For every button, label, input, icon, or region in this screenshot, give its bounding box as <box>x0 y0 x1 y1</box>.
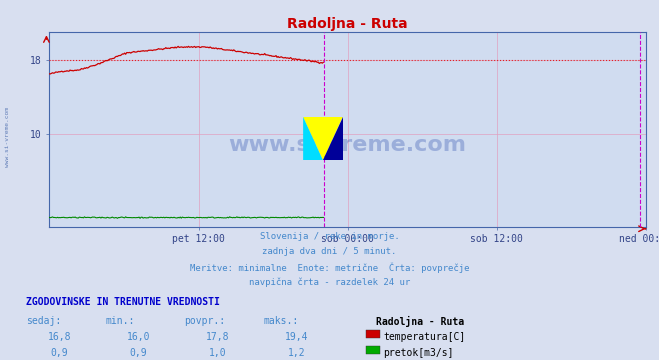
Text: www.si-vreme.com: www.si-vreme.com <box>5 107 11 167</box>
Text: temperatura[C]: temperatura[C] <box>384 332 466 342</box>
Text: maks.:: maks.: <box>264 316 299 326</box>
Text: 19,4: 19,4 <box>285 332 308 342</box>
Text: 17,8: 17,8 <box>206 332 229 342</box>
Text: www.si-vreme.com: www.si-vreme.com <box>229 135 467 155</box>
Text: povpr.:: povpr.: <box>185 316 225 326</box>
Polygon shape <box>323 117 343 160</box>
Text: 0,9: 0,9 <box>130 348 147 358</box>
Text: pretok[m3/s]: pretok[m3/s] <box>384 348 454 358</box>
Title: Radoljna - Ruta: Radoljna - Ruta <box>287 17 408 31</box>
Polygon shape <box>303 117 343 160</box>
Text: sedaj:: sedaj: <box>26 316 61 326</box>
Text: 1,0: 1,0 <box>209 348 226 358</box>
Text: 16,8: 16,8 <box>47 332 71 342</box>
Text: 16,0: 16,0 <box>127 332 150 342</box>
Text: zadnja dva dni / 5 minut.: zadnja dva dni / 5 minut. <box>262 247 397 256</box>
Text: 1,2: 1,2 <box>288 348 305 358</box>
Text: min.:: min.: <box>105 316 135 326</box>
Text: ZGODOVINSKE IN TRENUTNE VREDNOSTI: ZGODOVINSKE IN TRENUTNE VREDNOSTI <box>26 297 220 307</box>
Text: Meritve: minimalne  Enote: metrične  Črta: povprečje: Meritve: minimalne Enote: metrične Črta:… <box>190 262 469 273</box>
Text: 0,9: 0,9 <box>51 348 68 358</box>
Text: navpična črta - razdelek 24 ur: navpična črta - razdelek 24 ur <box>249 278 410 287</box>
Polygon shape <box>303 117 323 160</box>
Text: Slovenija / reke in morje.: Slovenija / reke in morje. <box>260 232 399 241</box>
Text: Radoljna - Ruta: Radoljna - Ruta <box>376 316 464 327</box>
